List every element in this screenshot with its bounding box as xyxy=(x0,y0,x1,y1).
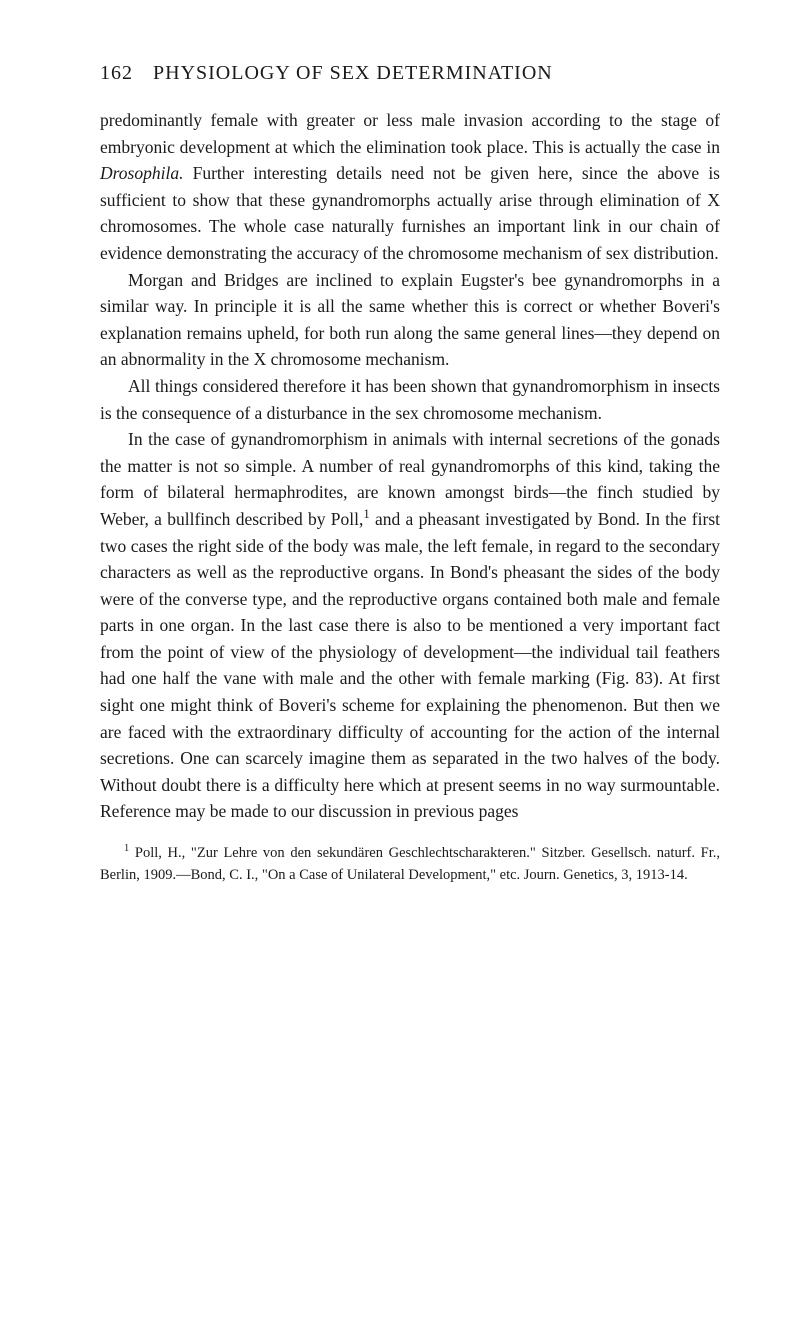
paragraph-2: Morgan and Bridges are inclined to expla… xyxy=(100,267,720,373)
paragraph-1: predominantly female with greater or les… xyxy=(100,107,720,267)
paragraph-3: All things considered therefore it has b… xyxy=(100,373,720,426)
page-title: PHYSIOLOGY OF SEX DETERMINATION xyxy=(153,62,553,84)
paragraph-4: In the case of gynandromorphism in anima… xyxy=(100,426,720,825)
footnote: 1 Poll, H., "Zur Lehre von den sekundäre… xyxy=(100,843,720,887)
page-number: 162 xyxy=(100,62,133,84)
page-header: 162 PHYSIOLOGY OF SEX DETERMINATION xyxy=(100,62,720,85)
